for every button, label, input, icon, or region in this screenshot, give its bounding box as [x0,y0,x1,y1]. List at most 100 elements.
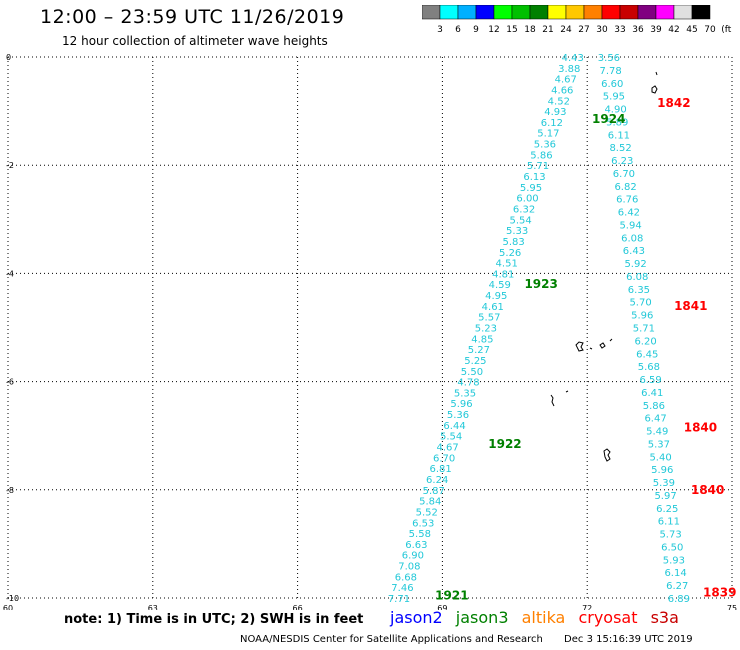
wave-height-value: 6.08 [626,272,648,283]
wave-height-value: 5.83 [503,237,525,248]
wave-height-value: 6.68 [395,572,417,583]
wave-height-value: 6.63 [405,540,427,551]
wave-height-value: 6.59 [639,375,661,386]
wave-height-value: 5.54 [509,215,531,226]
wave-height-value: 4.67 [555,75,577,86]
wave-height-value: 5.92 [624,259,646,270]
island-outline [603,448,611,462]
color-scale-label: 27 [578,25,589,35]
wave-height-value: 6.13 [523,172,545,183]
wave-height-value: 5.27 [468,345,490,356]
color-scale-label: 39 [650,25,662,35]
lon-tick-label: 75 [727,604,737,610]
footer-timestamp: Dec 3 15:16:39 UTC 2019 [564,634,693,645]
wave-height-value: 5.35 [454,388,476,399]
footer-credit: NOAA/NESDIS Center for Satellite Applica… [240,634,543,645]
pass-number-label: 1924 [592,112,625,126]
map-title: 12:00 – 23:59 UTC 11/26/2019 [40,6,345,28]
wave-height-value: 6.45 [636,349,658,360]
map-grid [7,56,733,599]
wave-height-value: 4.67 [436,443,458,454]
wave-height-value: 6.44 [443,421,465,432]
color-scale-label: 45 [686,25,697,35]
color-scale-label: 24 [560,25,572,35]
wave-height-value: 5.95 [520,183,542,194]
island-outline [575,338,613,352]
wave-height-value: 6.35 [628,285,650,296]
wave-height-value: 8.52 [609,143,631,154]
wave-height-value: 6.70 [433,453,455,464]
color-scale-label: 6 [455,25,461,35]
lat-tick-label: -6 [6,378,14,387]
wave-height-value: 4.85 [471,334,493,345]
color-scale-label: 21 [542,25,553,35]
wave-height-value: 4.51 [496,259,518,270]
pass-number-label: 1842 [657,96,690,110]
wave-height-value: 7.71 [388,594,410,605]
altimeter-swaths: 4.433.884.674.664.524.936.125.175.365.86… [388,53,690,605]
color-scale-label: 3 [437,25,443,35]
wave-height-value: 5.52 [416,507,438,518]
wave-height-value: 6.76 [616,195,638,206]
wave-height-value: 5.96 [450,399,472,410]
wave-height-value: 5.23 [475,324,497,335]
wave-height-value: 6.12 [541,118,563,129]
wave-height-value: 5.89 [606,117,628,128]
wave-height-value: 5.36 [447,410,469,421]
wave-height-value: 5.84 [419,497,441,508]
wave-height-map: 60 63 66 69 72 750-2-4-6-8-10 4.433.884.674.6… [3,53,737,610]
wave-height-value: 5.50 [461,367,483,378]
wave-height-value: 6.14 [664,568,686,579]
wave-height-value: 5.70 [629,298,651,309]
pass-number-label: 1839 [703,586,736,600]
wave-height-value: 4.61 [482,302,504,313]
wave-height-value: 6.23 [611,156,633,167]
pass-number-label: 1922 [488,437,521,451]
lon-tick-label: 63 [148,604,158,610]
lon-tick-label: 72 [582,604,592,610]
color-scale-label: 9 [473,25,479,35]
wave-height-value: 5.73 [659,530,681,541]
wave-height-value: 6.27 [666,581,688,592]
legend-altika: altika [521,608,566,627]
wave-height-value: 6.53 [412,518,434,529]
legend-jason2: jason2 [390,608,443,627]
lon-tick-label: 66 [293,604,303,610]
wave-height-value: 5.96 [651,465,673,476]
wave-height-value: 5.57 [478,313,500,324]
axis-tick-labels: 60 63 66 69 72 75 0 -2 -4 -6 -8 -10 [3,53,737,610]
wave-height-value: 5.96 [631,311,653,322]
wave-height-value: 5.94 [619,220,641,231]
color-scale-label: 15 [506,25,517,35]
color-scale-label: 70 [704,25,716,35]
wave-height-value: 5.97 [654,491,676,502]
pass-number-label: 1840 [691,483,724,497]
wave-height-value: 5.71 [633,324,655,335]
wave-height-value: 7.78 [599,66,621,77]
wave-height-value: 5.86 [530,150,552,161]
color-scale-label: 18 [524,25,536,35]
wave-height-value: 5.40 [649,452,671,463]
color-swatch [691,5,711,20]
wave-height-value: 5.26 [499,248,521,259]
wave-height-value: 6.41 [641,388,663,399]
lat-tick-label: -8 [6,486,14,495]
pass-number-label: 1921 [435,588,468,602]
pass-number-label: 1841 [674,299,707,313]
wave-height-value: 5.36 [534,140,556,151]
wave-height-value: 5.54 [440,432,462,443]
lat-tick-label: -10 [6,594,19,603]
wave-height-value: 6.08 [621,233,643,244]
wave-height-value: 4.43 [562,53,584,64]
island-outline [651,71,658,94]
wave-height-value: 5.17 [537,129,559,140]
legend-jason3: jason3 [455,608,509,627]
wave-height-value: 4.93 [544,107,566,118]
color-scale-label: (ft) [721,25,732,35]
wave-height-value: 5.87 [423,486,445,497]
wave-height-value: 4.95 [485,291,507,302]
wave-height-value: 6.24 [426,475,448,486]
wave-height-value: 6.47 [644,414,666,425]
lat-tick-label: -2 [6,161,14,170]
